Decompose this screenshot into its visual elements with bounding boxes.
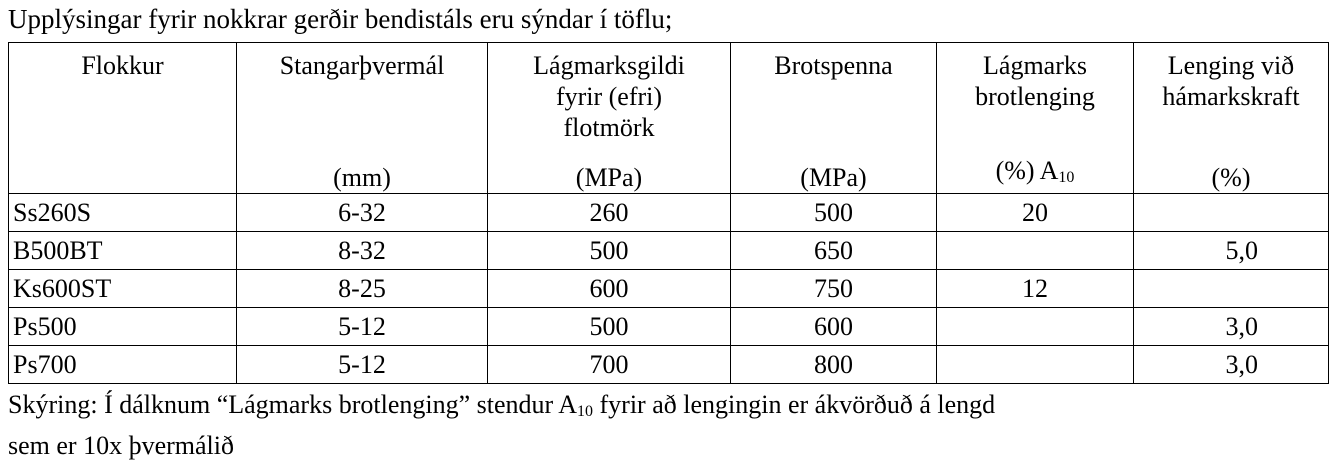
- cell-brotlenging: [936, 307, 1134, 346]
- table-row: Ps500 5-12 500 600 3,0: [8, 307, 1329, 346]
- header-lagmarksgildi: Lágmarksgildi fyrir (efri) flotmörk (MPa…: [487, 42, 731, 194]
- cell-lenging: 3,0: [1133, 307, 1329, 346]
- header-unit: (%): [1211, 163, 1251, 192]
- cell-brotspenna: 500: [730, 193, 937, 232]
- header-name: Stangarþvermál: [279, 51, 445, 80]
- subscript-10: 10: [1058, 169, 1075, 186]
- header-name: Lágmarksgildi fyrir (efri) flotmörk: [533, 51, 685, 142]
- header-unit: (MPa): [800, 163, 867, 192]
- cell-brotspenna: 650: [730, 231, 937, 270]
- footnote: Skýring: Í dálknum “Lágmarks brotlenging…: [8, 388, 1328, 463]
- footnote-subscript-10: 10: [577, 403, 594, 420]
- header-name: Flokkur: [81, 51, 164, 80]
- cell-flotmork: 260: [487, 193, 731, 232]
- cell-flotmork: 600: [487, 269, 731, 308]
- rebar-spec-table: Flokkur Stangarþvermál (mm) Lágmarksgild…: [8, 42, 1329, 384]
- cell-flokkur: Ss260S: [8, 193, 237, 232]
- header-stangarthvermal: Stangarþvermál (mm): [236, 42, 488, 194]
- cell-brotspenna: 750: [730, 269, 937, 308]
- table-row: B500BT 8-32 500 650 5,0: [8, 231, 1329, 270]
- cell-thvermal: 5-12: [236, 345, 488, 384]
- cell-lenging: [1133, 193, 1329, 232]
- cell-brotlenging: 12: [936, 269, 1134, 308]
- footnote-text-part1: Skýring: Í dálknum “Lágmarks brotlenging…: [8, 390, 578, 419]
- cell-brotspenna: 800: [730, 345, 937, 384]
- header-unit: (%) A10: [995, 156, 1075, 186]
- header-lenging-vid-hamarkskraft: Lenging við hámarkskraft (%): [1133, 42, 1329, 194]
- header-flokkur: Flokkur: [8, 42, 237, 194]
- cell-brotspenna: 600: [730, 307, 937, 346]
- cell-lenging: 5,0: [1133, 231, 1329, 270]
- cell-flokkur: Ps700: [8, 345, 237, 384]
- intro-text: Upplýsingar fyrir nokkrar gerðir bendist…: [8, 4, 673, 34]
- header-unit: (mm): [333, 163, 391, 192]
- cell-thvermal: 5-12: [236, 307, 488, 346]
- cell-lenging: [1133, 269, 1329, 308]
- cell-flokkur: Ps500: [8, 307, 237, 346]
- cell-brotlenging: 20: [936, 193, 1134, 232]
- header-brotspenna: Brotspenna (MPa): [730, 42, 937, 194]
- footnote-text-part2: fyrir að lengingin er ákvörðuð á lengd: [593, 390, 996, 419]
- table-row: Ps700 5-12 700 800 3,0: [8, 345, 1329, 384]
- cell-flotmork: 700: [487, 345, 731, 384]
- header-name: Brotspenna: [774, 51, 893, 80]
- cell-thvermal: 6-32: [236, 193, 488, 232]
- header-name: Lágmarks brotlenging: [975, 51, 1095, 111]
- cell-brotlenging: [936, 231, 1134, 270]
- header-lagmarks-brotlenging: Lágmarks brotlenging (%) A10: [936, 42, 1134, 194]
- header-name: Lenging við hámarkskraft: [1162, 51, 1300, 111]
- table-row: Ks600ST 8-25 600 750 12: [8, 269, 1329, 308]
- cell-thvermal: 8-32: [236, 231, 488, 270]
- cell-flotmork: 500: [487, 231, 731, 270]
- cell-lenging: 3,0: [1133, 345, 1329, 384]
- table-row: Ss260S 6-32 260 500 20: [8, 193, 1329, 232]
- footnote-text-line2: sem er 10x þvermálið: [8, 431, 234, 460]
- cell-flokkur: B500BT: [8, 231, 237, 270]
- table-header-row: Flokkur Stangarþvermál (mm) Lágmarksgild…: [8, 42, 1329, 194]
- cell-thvermal: 8-25: [236, 269, 488, 308]
- header-unit: (MPa): [575, 163, 643, 192]
- cell-flotmork: 500: [487, 307, 731, 346]
- cell-brotlenging: [936, 345, 1134, 384]
- cell-flokkur: Ks600ST: [8, 269, 237, 308]
